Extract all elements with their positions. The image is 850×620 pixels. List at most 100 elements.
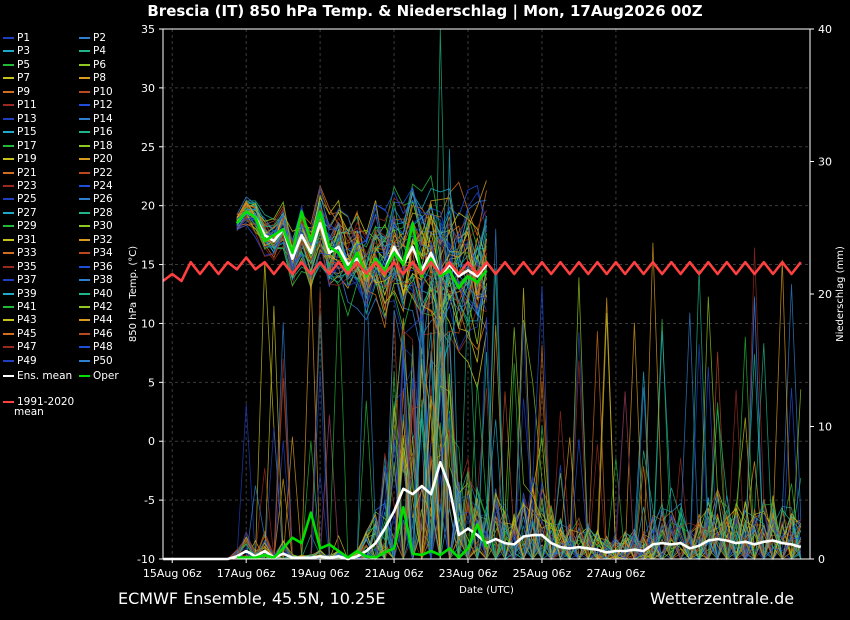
- legend-swatch: [3, 211, 14, 214]
- legend-entry: P16: [79, 126, 113, 139]
- legend-swatch: [3, 198, 14, 201]
- legend-label: P36: [93, 260, 113, 273]
- legend-entry: P40: [79, 288, 113, 301]
- legend-swatch: [3, 265, 14, 268]
- legend-swatch: [79, 225, 90, 228]
- legend-label: P9: [17, 85, 31, 98]
- legend-swatch: [3, 117, 14, 120]
- legend-label: P2: [93, 32, 107, 44]
- legend-entry: P29: [3, 220, 37, 233]
- legend-label: P17: [17, 139, 37, 152]
- legend-label: Ens. mean: [17, 370, 73, 383]
- y-tick-label: 35: [141, 23, 155, 36]
- legend-swatch: [79, 332, 90, 335]
- climate-mean-line: [162, 256, 802, 283]
- legend-label: P7: [17, 72, 31, 85]
- legend-entry: P2: [79, 32, 106, 45]
- legend-label: P39: [17, 287, 37, 300]
- legend-label: P34: [93, 247, 113, 260]
- legend-swatch: [3, 225, 14, 228]
- legend-label: P38: [93, 274, 113, 287]
- legend-label: 1991-2020: [17, 396, 75, 409]
- legend-swatch: [3, 90, 14, 93]
- legend-swatch: [79, 104, 90, 107]
- legend-entry: P10: [79, 86, 113, 99]
- legend-entry: Ens. mean: [3, 370, 72, 383]
- legend: P1 P2 P3 P4 P5 P6 P7 P8 P9 P10 P11 P12 P13 P14 P15 P16 P…: [3, 32, 163, 462]
- legend-swatch: [3, 359, 14, 362]
- legend-label: P23: [17, 179, 37, 192]
- legend-entry: P3: [3, 45, 30, 58]
- legend-entry: P48: [79, 341, 113, 354]
- legend-label: P28: [93, 206, 113, 219]
- member-precip-line-p24: [163, 242, 802, 561]
- legend-entry: P42: [79, 301, 113, 314]
- legend-entry: P46: [79, 328, 113, 341]
- legend-swatch: [3, 279, 14, 282]
- legend-label: P29: [17, 220, 37, 233]
- legend-entry: P11: [3, 99, 37, 112]
- legend-entry: P34: [79, 247, 113, 260]
- legend-swatch: [79, 198, 90, 201]
- legend-entry: P27: [3, 207, 37, 220]
- legend-label: P50: [93, 354, 113, 367]
- legend-swatch: [79, 144, 90, 147]
- legend-entry: P31: [3, 234, 37, 247]
- legend-entry: Oper: [79, 370, 119, 383]
- oper-precip-line: [236, 505, 488, 560]
- legend-entry: P18: [79, 140, 113, 153]
- legend-entry: P22: [79, 167, 113, 180]
- oper-temp-line: [235, 210, 488, 290]
- legend-swatch: [79, 306, 90, 308]
- x-tick-label: 17Aug 06z: [217, 567, 276, 580]
- legend-label: P22: [93, 166, 113, 179]
- legend-swatch: [3, 401, 14, 404]
- legend-entry: P6: [79, 59, 106, 72]
- legend-label: P37: [17, 274, 37, 287]
- legend-entry: P32: [79, 234, 113, 247]
- member-temp-line-p13: [236, 204, 487, 336]
- x-tick-label: 19Aug 06z: [291, 567, 350, 580]
- legend-entry: P13: [3, 113, 37, 126]
- legend-entry: P7: [3, 72, 30, 85]
- y2-tick-label: 20: [818, 288, 832, 301]
- x-tick-label: 15Aug 06z: [143, 567, 202, 580]
- legend-entry: P38: [79, 274, 113, 287]
- x-axis-label: Date (UTC): [459, 585, 514, 596]
- legend-entry: P39: [3, 288, 37, 301]
- legend-swatch: [3, 375, 14, 378]
- y-tick-label: 5: [148, 376, 155, 389]
- legend-swatch: [3, 63, 14, 66]
- legend-label: P48: [93, 341, 113, 354]
- y-tick-label: 0: [148, 435, 155, 448]
- legend-entry: P14: [79, 113, 113, 126]
- legend-label: P25: [17, 193, 37, 206]
- y-tick-label: 25: [141, 141, 155, 154]
- legend-swatch: [3, 158, 14, 161]
- legend-entry: P49: [3, 355, 37, 368]
- legend-label: P12: [93, 99, 113, 112]
- y-tick-label: -10: [137, 553, 155, 566]
- member-temp-line-p44: [236, 202, 487, 313]
- legend-label: P19: [17, 153, 37, 166]
- legend-label: P13: [17, 112, 37, 125]
- legend-swatch: [79, 63, 90, 66]
- footer-model-info: ECMWF Ensemble, 45.5N, 10.25E: [118, 589, 386, 608]
- legend-swatch: [3, 50, 14, 53]
- legend-swatch: [3, 77, 14, 80]
- legend-label: P8: [93, 72, 107, 85]
- legend-label: P15: [17, 126, 37, 139]
- legend-swatch: [3, 144, 14, 147]
- legend-swatch: [79, 375, 90, 378]
- legend-swatch: [3, 332, 14, 335]
- legend-swatch: [3, 131, 14, 134]
- member-precip-line-p46: [163, 283, 802, 561]
- legend-label: P31: [17, 233, 37, 246]
- y-tick-label: 30: [141, 82, 155, 95]
- legend-swatch: [79, 117, 90, 120]
- legend-label: P43: [17, 314, 37, 327]
- x-tick-label: 21Aug 06z: [365, 567, 424, 580]
- legend-swatch: [3, 292, 14, 295]
- legend-entry: P26: [79, 193, 113, 206]
